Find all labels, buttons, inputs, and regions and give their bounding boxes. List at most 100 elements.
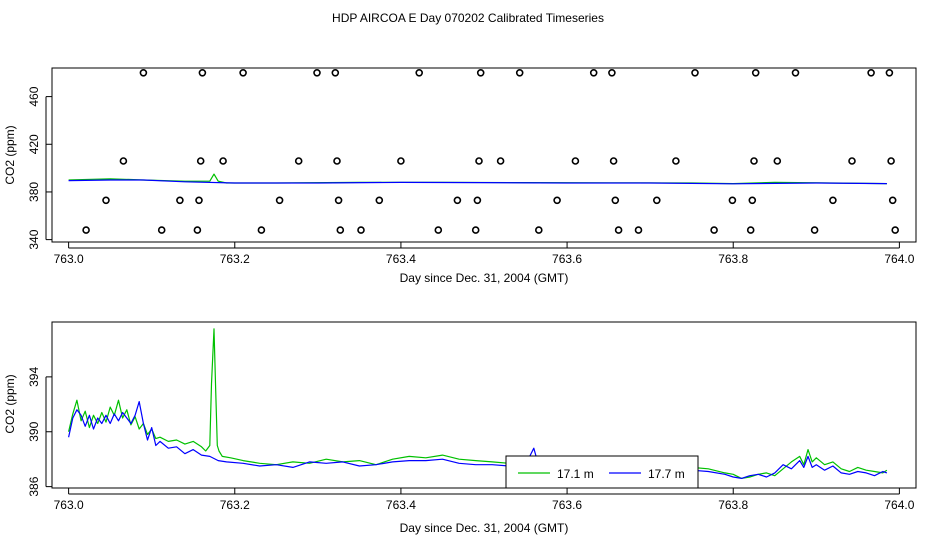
top-y-tick-label: 420 [27, 134, 41, 154]
bottom-x-tick-label: 763.6 [552, 498, 582, 512]
top-scatter-point [848, 157, 856, 165]
bottom-plot-marks [68, 328, 888, 479]
top-scatter-point [746, 226, 755, 234]
top-plot-frame [51, 67, 917, 243]
top-scatter-point [611, 196, 620, 205]
top-y-tick-label: 340 [27, 229, 41, 249]
top-scatter-point [119, 157, 128, 165]
top-y-tick-label: 460 [27, 86, 41, 106]
top-scatter-point [534, 226, 543, 234]
top-series-line-1 [68, 179, 887, 185]
top-scatter-point [82, 226, 90, 234]
top-scatter-point [334, 196, 343, 205]
top-scatter-point [634, 226, 643, 234]
top-scatter-point [829, 196, 837, 205]
bottom-y-tick-label: 394 [27, 367, 41, 387]
top-scatter-point [887, 157, 895, 165]
bottom-x-tick-label: 763.4 [386, 498, 416, 512]
top-x-tick-label: 763.6 [552, 252, 582, 266]
top-plot-marks [68, 69, 900, 234]
top-scatter-point [751, 69, 760, 77]
top-scatter-point [473, 196, 482, 205]
top-scatter-point [608, 69, 616, 77]
top-x-tick-label: 763.0 [54, 252, 84, 266]
bottom-x-tick-label: 763.8 [718, 498, 748, 512]
top-scatter-point [333, 157, 341, 165]
top-scatter-point [609, 157, 618, 165]
top-scatter-point [475, 157, 483, 165]
top-x-tick-label: 763.2 [220, 252, 250, 266]
top-scatter-point [357, 226, 365, 234]
top-panel: 763.0 763.2 763.4 763.6 763.8 764.0 340 380 420… [3, 67, 917, 285]
legend-box [505, 455, 699, 489]
top-x-tick-label: 763.4 [386, 252, 416, 266]
top-scatter-point [691, 69, 699, 77]
top-scatter-point [553, 196, 561, 205]
top-scatter-point [453, 196, 462, 205]
bottom-x-tick-label: 764.0 [884, 498, 914, 512]
figure-title: HDP AIRCOA E Day 070202 Calibrated Times… [332, 11, 604, 25]
top-scatter-point [331, 69, 340, 77]
top-x-axis-label: Day since Dec. 31, 2004 (GMT) [400, 271, 569, 285]
bottom-series-line-1 [68, 401, 888, 479]
top-scatter-point [888, 196, 897, 205]
top-scatter-point [239, 69, 247, 77]
top-scatter-point [672, 157, 680, 165]
bottom-y-tick-label: 386 [27, 476, 41, 496]
top-scatter-point [471, 226, 480, 234]
top-x-tick-label: 764.0 [884, 252, 914, 266]
bottom-y-axis: 386 390 394 [27, 367, 52, 497]
top-scatter-point [139, 69, 148, 77]
top-y-axis: 340 380 420 460 [27, 86, 52, 250]
top-scatter-point [652, 196, 661, 205]
top-scatter-point [257, 226, 266, 234]
top-scatter-point [810, 226, 819, 234]
top-scatter-point [336, 226, 345, 234]
legend-label-17-1m: 17.1 m [557, 467, 594, 481]
top-x-tick-label: 763.8 [718, 252, 748, 266]
top-scatter-point [157, 226, 166, 234]
top-scatter-point [219, 157, 227, 165]
legend: 17.1 m 17.7 m [505, 455, 699, 489]
top-scatter-point [891, 226, 900, 234]
top-scatter-point [614, 226, 623, 234]
top-scatter-point [198, 69, 207, 77]
bottom-x-axis-label: Day since Dec. 31, 2004 (GMT) [400, 521, 569, 535]
top-scatter-point [867, 69, 875, 77]
top-scatter-point [102, 196, 110, 205]
bottom-x-axis: 763.0 763.2 763.4 763.6 763.8 764.0 [54, 488, 915, 512]
top-scatter-point [750, 157, 758, 165]
top-scatter-point [710, 226, 718, 234]
top-scatter-point [275, 196, 284, 205]
top-scatter-point [196, 157, 205, 165]
top-scatter-point [589, 69, 598, 77]
top-scatter-point [434, 226, 443, 234]
top-scatter-point [728, 196, 737, 205]
bottom-panel: 763.0 763.2 763.4 763.6 763.8 764.0 386 390 394… [3, 321, 917, 535]
bottom-y-axis-label: CO2 (ppm) [3, 374, 17, 433]
top-scatter-point [415, 69, 424, 77]
top-scatter-point [791, 69, 800, 77]
legend-label-17-7m: 17.7 m [648, 467, 685, 481]
top-scatter-point [397, 157, 405, 165]
top-scatter-point [476, 69, 485, 77]
bottom-x-tick-label: 763.0 [54, 498, 84, 512]
bottom-y-tick-label: 390 [27, 421, 41, 441]
top-scatter-point [515, 69, 524, 77]
top-x-axis: 763.0 763.2 763.4 763.6 763.8 764.0 [54, 242, 915, 266]
top-scatter-point [748, 196, 757, 205]
top-y-axis-label: CO2 (ppm) [3, 125, 17, 184]
top-scatter-point [195, 196, 203, 205]
top-scatter-point [176, 196, 184, 205]
top-y-tick-label: 380 [27, 182, 41, 202]
top-scatter-point [313, 69, 321, 77]
top-scatter-point [571, 157, 580, 165]
top-scatter-point [193, 226, 202, 234]
top-scatter-point [496, 157, 505, 165]
top-scatter-point [773, 157, 782, 165]
top-scatter-point [375, 196, 384, 205]
bottom-plot-frame [51, 321, 917, 489]
top-scatter-point [294, 157, 303, 165]
top-scatter-point [885, 69, 894, 77]
